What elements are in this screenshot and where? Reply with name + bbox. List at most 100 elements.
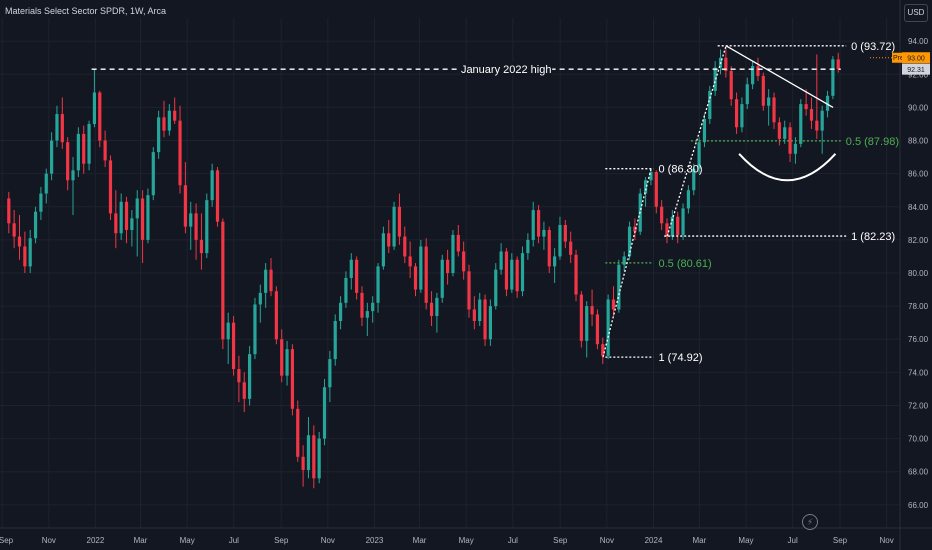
candle-body xyxy=(526,239,530,254)
candle-body xyxy=(285,349,289,376)
candle-body xyxy=(221,221,225,340)
y-tick-label: 78.00 xyxy=(908,302,929,311)
y-tick-label: 72.00 xyxy=(908,401,929,410)
candle-body xyxy=(692,168,696,191)
candle-body xyxy=(761,75,765,106)
candle-body xyxy=(724,57,728,71)
candle-body xyxy=(504,251,509,290)
candle-body xyxy=(815,120,819,131)
candle-body xyxy=(793,143,798,154)
candle-body xyxy=(82,133,86,164)
x-tick-label: Sep xyxy=(553,536,568,545)
candle-body xyxy=(670,216,674,237)
trendline xyxy=(725,45,834,108)
y-tick-label: 92.00 xyxy=(908,70,929,79)
y-tick-label: 66.00 xyxy=(908,501,929,510)
candle-body xyxy=(355,259,359,293)
grid-lines xyxy=(0,18,900,528)
candle-body xyxy=(643,180,648,194)
candle-body xyxy=(365,311,369,318)
candle-body xyxy=(767,97,771,106)
candle-body xyxy=(429,302,434,317)
candle-body xyxy=(33,211,38,239)
candle-body xyxy=(167,110,171,131)
candle-body xyxy=(140,198,145,240)
y-tick-label: 84.00 xyxy=(908,203,929,212)
candle-body xyxy=(306,435,311,471)
candle-body xyxy=(660,206,664,224)
candle-body xyxy=(751,66,755,85)
x-tick-label: Jul xyxy=(508,536,518,545)
x-tick-label: 2024 xyxy=(645,536,663,545)
candle-body xyxy=(702,119,707,143)
candle-body xyxy=(253,304,257,355)
candle-body xyxy=(290,349,295,409)
premarket-tag-bg xyxy=(892,52,902,63)
candle-body xyxy=(114,213,118,234)
fib-level-label: 0.5 (87.98) xyxy=(846,136,899,148)
candle-body xyxy=(269,269,273,292)
candlestick-series xyxy=(7,46,840,489)
candle-body xyxy=(301,456,305,471)
candle-body xyxy=(553,256,557,267)
candle-body xyxy=(248,354,252,399)
y-tick-label: 70.00 xyxy=(908,435,929,444)
candle-body xyxy=(435,297,439,317)
candle-body xyxy=(483,299,487,340)
x-tick-label: Jul xyxy=(788,536,798,545)
candle-body xyxy=(590,306,594,315)
lightning-icon[interactable]: ⚡ xyxy=(802,514,818,530)
x-tick-label: 2022 xyxy=(87,536,105,545)
y-tick-label: 74.00 xyxy=(908,368,929,377)
candle-body xyxy=(23,246,27,267)
time-axis[interactable]: Sep Nov 2022 Mar May Jul Sep Nov 2023 Mar May Jul Se… xyxy=(0,527,932,545)
candle-body xyxy=(408,256,412,267)
candle-body xyxy=(831,59,835,96)
candle-body xyxy=(264,269,268,293)
candle-body xyxy=(392,206,396,247)
candle-body xyxy=(783,127,787,139)
candle-body xyxy=(601,344,605,356)
candle-body xyxy=(547,229,551,267)
candle-body xyxy=(467,271,471,310)
candle-body xyxy=(820,110,824,131)
y-tick-label: 88.00 xyxy=(908,137,929,146)
candle-body xyxy=(92,92,97,124)
candle-body xyxy=(515,259,519,292)
x-tick-label: Sep xyxy=(0,536,14,545)
candle-body xyxy=(424,246,428,303)
candle-body xyxy=(360,292,364,318)
candle-body xyxy=(103,140,107,161)
candle-body xyxy=(734,99,739,128)
y-tick-label: 76.00 xyxy=(908,335,929,344)
candle-body xyxy=(756,66,760,76)
y-tick-label: 90.00 xyxy=(908,103,929,112)
candle-body xyxy=(199,239,204,254)
candle-body xyxy=(472,309,476,322)
candle-body xyxy=(349,259,353,278)
candle-body xyxy=(87,123,91,164)
candle-body xyxy=(50,140,54,174)
candle-body xyxy=(777,122,781,139)
currency-button[interactable]: USD xyxy=(904,4,928,22)
candle-body xyxy=(98,92,102,141)
candle-body xyxy=(119,201,123,234)
cup-arc xyxy=(738,153,837,182)
candle-body xyxy=(558,224,562,257)
candle-body xyxy=(60,114,64,143)
candle-body xyxy=(258,292,262,305)
candle-body xyxy=(788,127,792,154)
candle-body xyxy=(173,110,177,121)
y-tick-label: 82.00 xyxy=(908,236,929,245)
candle-body xyxy=(836,59,840,70)
candle-body xyxy=(445,259,450,273)
candle-body xyxy=(772,97,776,123)
candle-body xyxy=(210,170,214,201)
price-axis[interactable]: 66.00 68.00 70.00 72.00 74.00 76.00 78.00 80.00… xyxy=(899,0,929,550)
candle-body xyxy=(825,95,830,111)
candle-body xyxy=(627,226,632,257)
y-tick-label: 80.00 xyxy=(908,269,929,278)
candle-body xyxy=(563,224,567,242)
x-tick-label: Sep xyxy=(274,536,289,545)
